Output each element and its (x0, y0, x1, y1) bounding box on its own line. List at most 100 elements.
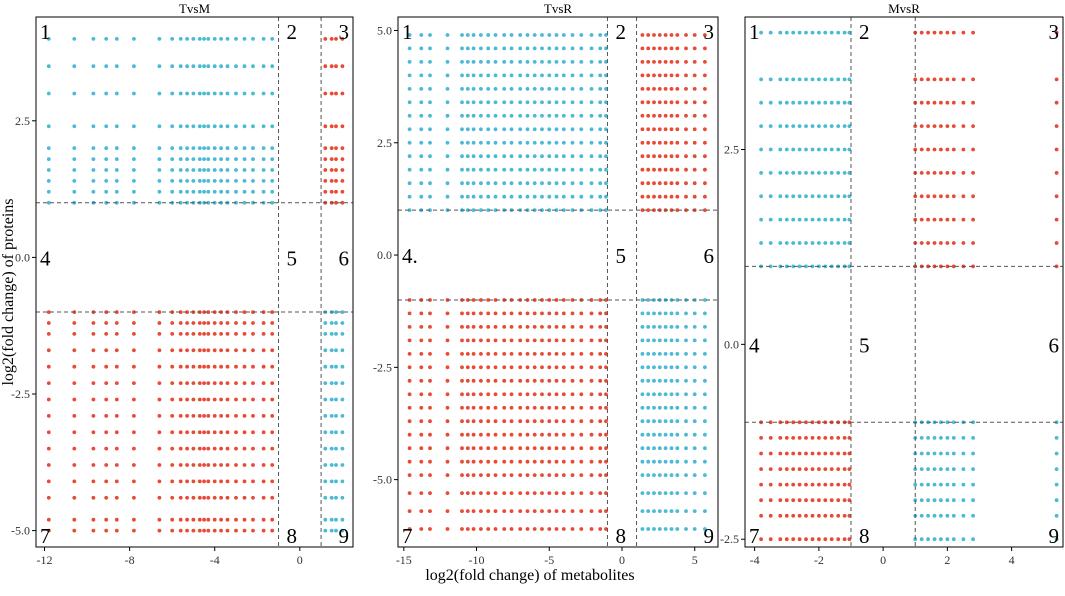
data-point (157, 310, 162, 314)
data-point (675, 60, 680, 64)
data-point (471, 325, 476, 329)
data-point (46, 91, 51, 96)
data-point (932, 30, 937, 35)
data-point (669, 60, 674, 64)
data-point (604, 60, 608, 64)
data-point (471, 491, 476, 495)
data-point (589, 167, 594, 172)
data-point (270, 381, 275, 385)
data-point (465, 181, 470, 186)
data-point (91, 189, 96, 194)
data-point (810, 537, 815, 542)
data-point (579, 87, 584, 91)
data-point (72, 321, 77, 325)
data-point (579, 33, 584, 37)
data-point (540, 311, 544, 316)
data-point (114, 124, 119, 129)
data-point (261, 517, 266, 522)
data-point (759, 482, 763, 487)
data-point (684, 325, 688, 329)
data-point (479, 181, 483, 186)
data-point (219, 495, 224, 500)
data-point (91, 157, 96, 162)
data-point (604, 446, 608, 451)
data-point (847, 30, 852, 35)
data-point (104, 321, 109, 325)
data-point (652, 325, 656, 329)
data-point (646, 194, 651, 199)
data-point (784, 30, 789, 35)
data-point (939, 171, 943, 175)
data-point (104, 179, 109, 183)
data-point (598, 311, 603, 316)
data-point (589, 405, 594, 410)
data-point (570, 127, 575, 132)
data-point (778, 513, 783, 518)
data-point (579, 167, 584, 172)
data-point (428, 527, 432, 531)
data-point (784, 420, 789, 425)
data-point (663, 378, 668, 383)
data-point (178, 348, 183, 353)
data-point (72, 189, 77, 194)
data-point (104, 364, 109, 369)
data-point (493, 509, 498, 513)
data-point (185, 64, 190, 69)
data-point (598, 419, 603, 424)
data-point (518, 378, 523, 383)
data-point (445, 311, 450, 316)
data-point (791, 451, 796, 456)
data-point (570, 459, 575, 464)
data-point (157, 91, 162, 96)
data-point (72, 430, 77, 435)
series-region-9 (913, 420, 1059, 542)
data-point (419, 365, 424, 370)
data-point (509, 392, 514, 397)
data-point (502, 167, 507, 172)
data-point (234, 91, 238, 96)
data-point (323, 189, 328, 194)
data-point (185, 168, 190, 172)
data-point (323, 168, 328, 172)
data-point (926, 241, 930, 245)
data-point (561, 473, 566, 477)
data-point (407, 181, 412, 186)
data-point (197, 157, 202, 162)
data-point (836, 436, 841, 440)
data-point (675, 181, 680, 186)
data-point (261, 37, 266, 41)
series-region-3 (323, 37, 345, 205)
data-point (561, 100, 566, 105)
data-point (157, 168, 162, 172)
data-point (951, 100, 956, 105)
data-point (471, 459, 476, 464)
data-point (219, 321, 224, 325)
data-point (692, 127, 697, 132)
data-point (471, 127, 476, 132)
data-point (157, 446, 162, 451)
points (407, 33, 707, 531)
data-point (445, 419, 450, 424)
data-point (561, 46, 566, 51)
data-point (652, 446, 656, 451)
data-point (251, 332, 255, 336)
data-point (479, 365, 483, 370)
data-point (465, 87, 470, 91)
data-point (604, 113, 608, 118)
data-point (270, 517, 275, 522)
data-point (939, 537, 943, 542)
data-point (202, 168, 207, 172)
data-point (202, 495, 207, 500)
data-point (445, 113, 450, 118)
data-point (663, 473, 668, 477)
data-point (525, 181, 530, 186)
data-point (242, 321, 247, 325)
data-point (471, 33, 476, 37)
data-point (598, 33, 603, 37)
data-point (225, 430, 230, 435)
data-point (640, 60, 645, 64)
region-label: 1 (749, 20, 760, 44)
data-point (114, 414, 119, 418)
